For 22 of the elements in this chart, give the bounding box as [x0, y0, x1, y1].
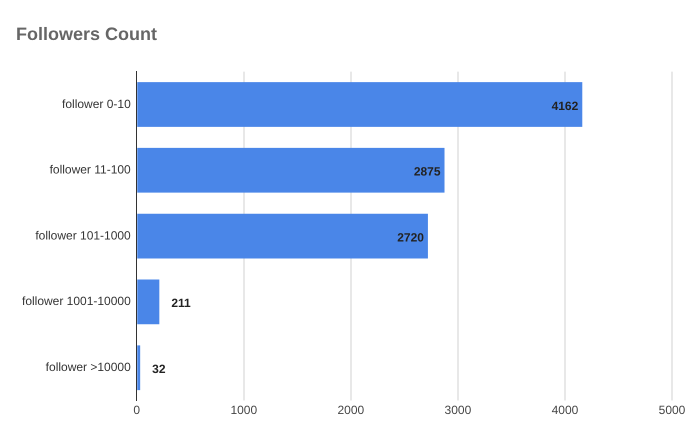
y-tick-label: follower 101-1000 [35, 228, 132, 242]
x-tick-label: 5000 [658, 403, 686, 418]
y-tick-label: follower 11-100 [50, 162, 132, 177]
chart-title: Followers Count [16, 24, 157, 44]
data-label: 4162 [552, 98, 579, 113]
bar [137, 214, 428, 258]
bar [137, 82, 582, 127]
data-label: 32 [152, 362, 166, 376]
bar [137, 148, 445, 193]
data-label: 211 [171, 296, 192, 310]
x-tick-label: 1000 [230, 403, 258, 418]
x-tick-label: 4000 [552, 403, 579, 418]
y-tick-label: follower 1001-10000 [22, 294, 132, 308]
y-tick-label: follower 0-10 [62, 96, 132, 111]
x-tick-label: 3000 [444, 403, 472, 418]
x-tick-label: 0 [133, 403, 140, 418]
y-tick-label: follower >10000 [46, 360, 132, 374]
data-label: 2875 [414, 164, 441, 179]
data-label: 2720 [397, 230, 424, 244]
bar [137, 280, 160, 324]
x-tick-label: 2000 [337, 403, 365, 418]
bar [137, 345, 140, 390]
